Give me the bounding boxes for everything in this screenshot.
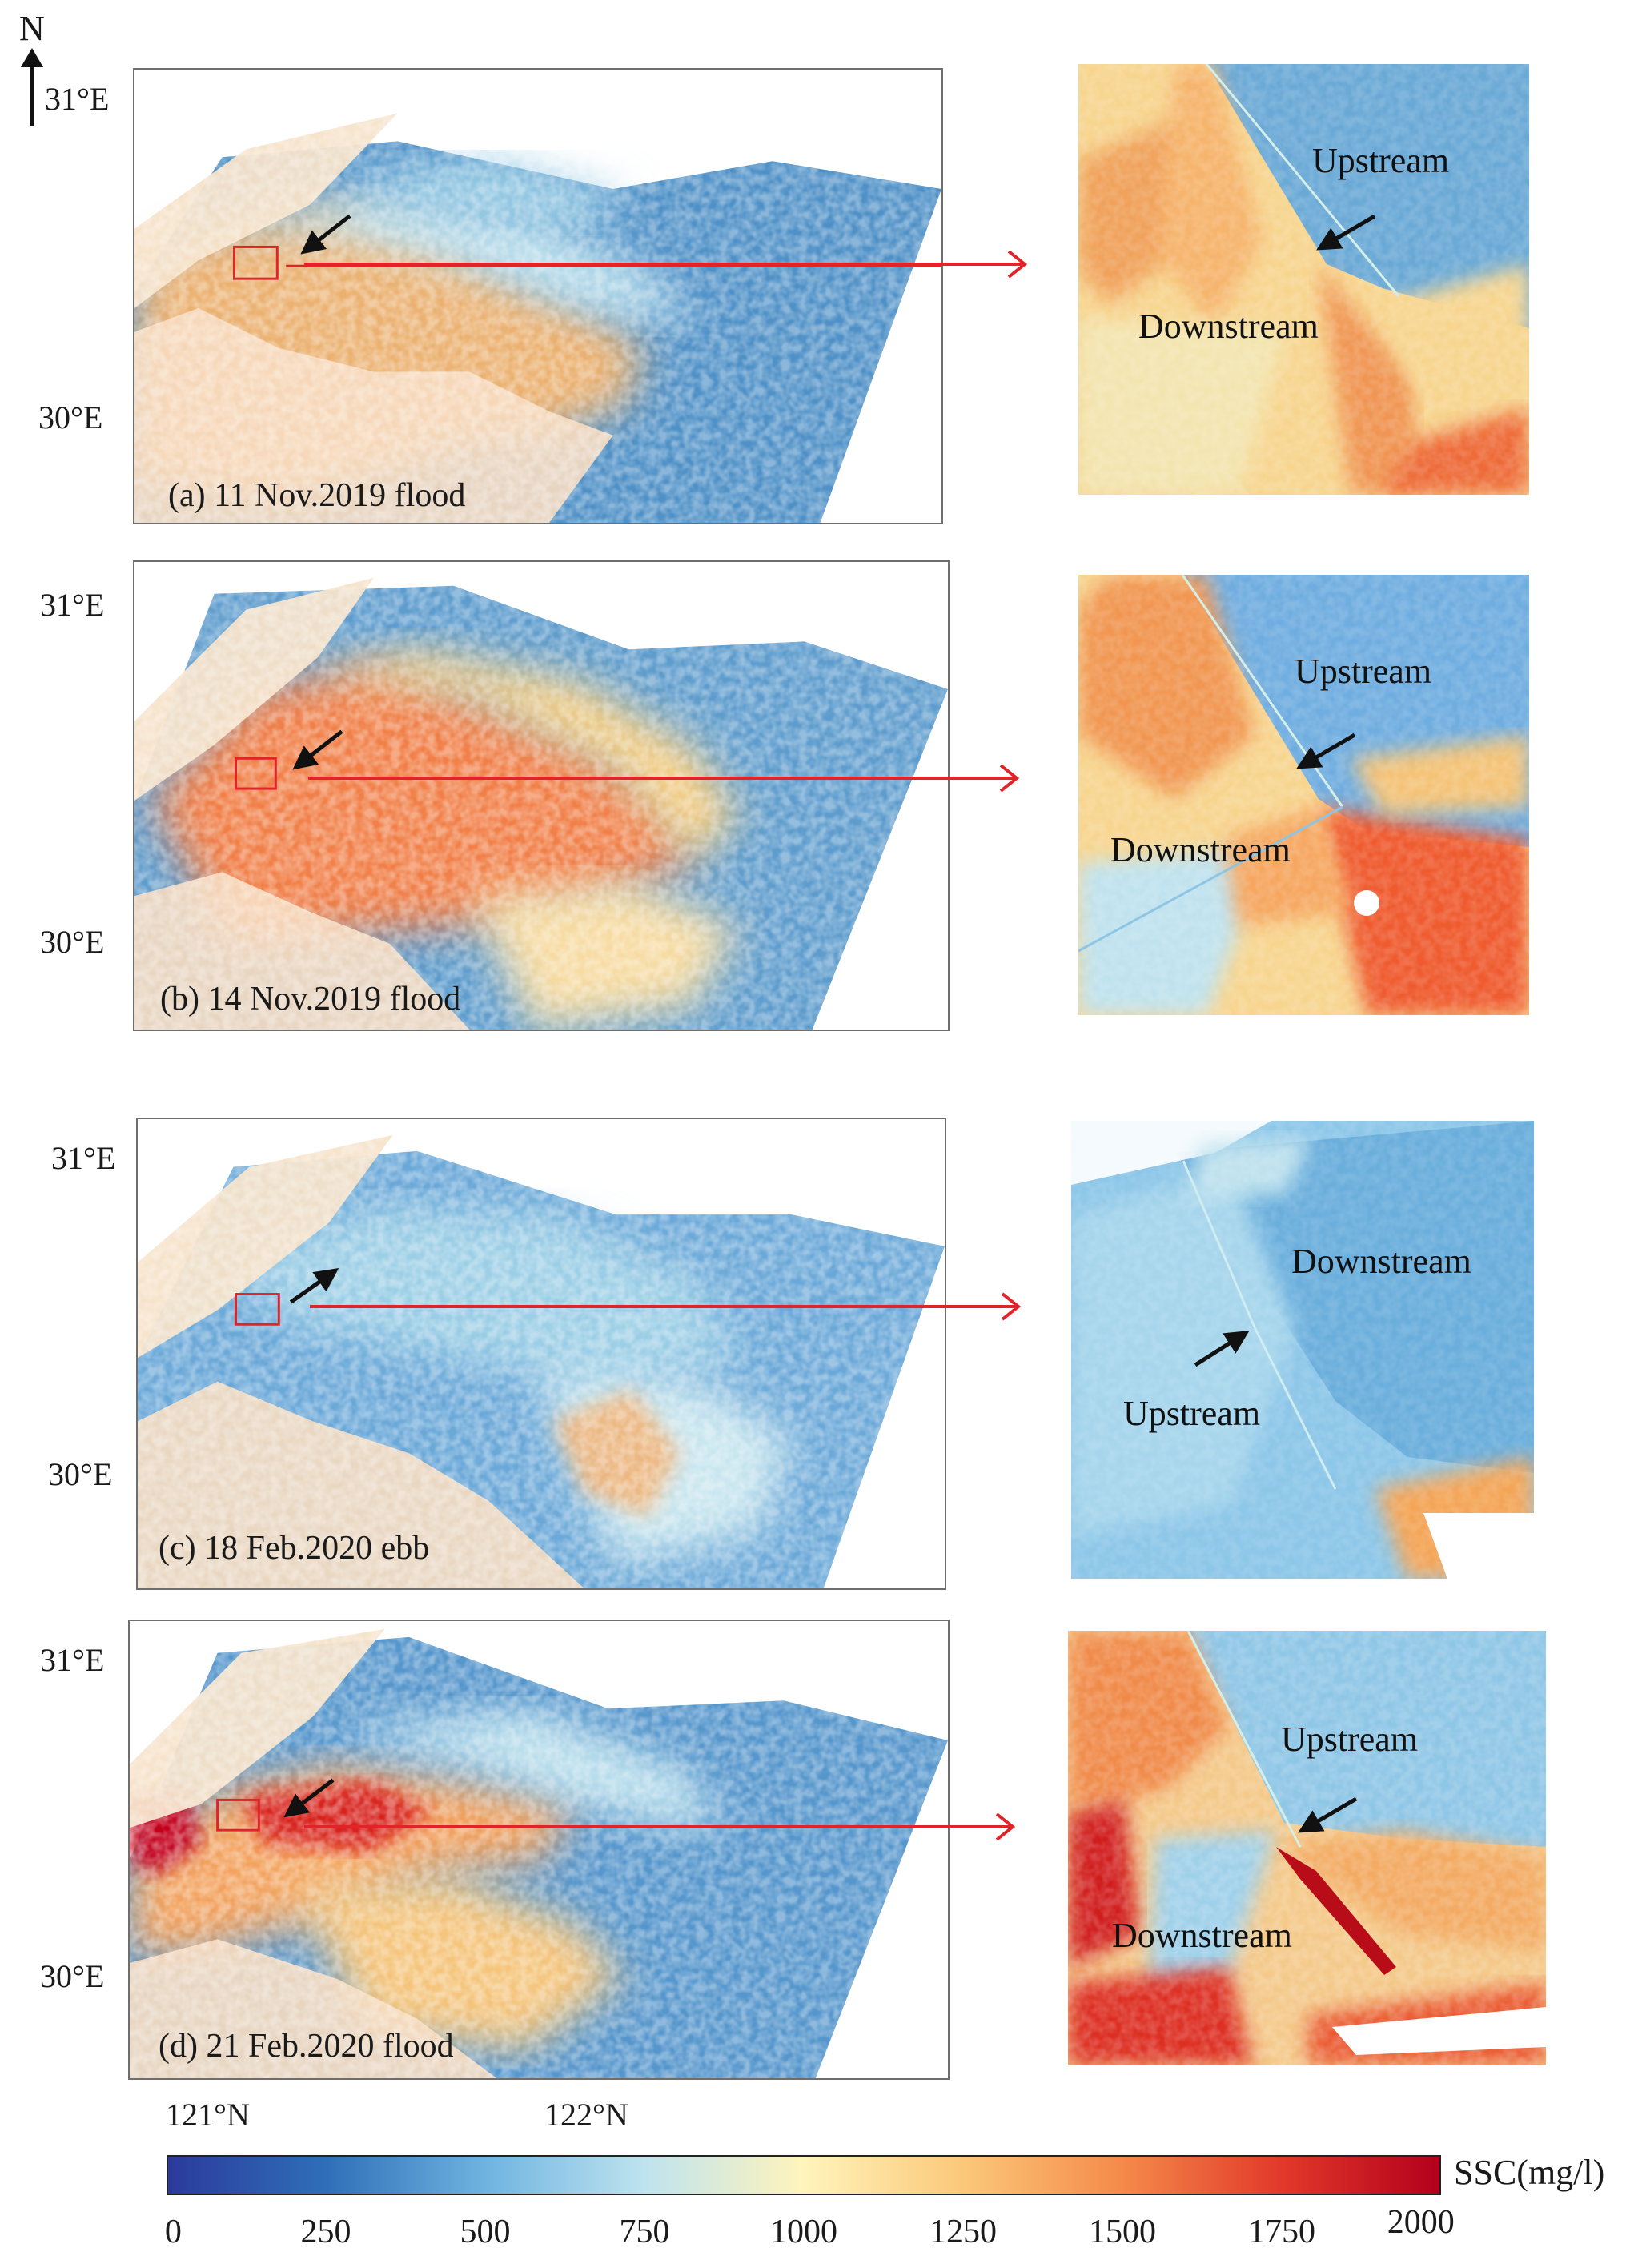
panel-d-zoom-box bbox=[216, 1798, 260, 1832]
panel-a-upstream-label: Upstream bbox=[1312, 141, 1450, 180]
colorbar-tick-label: 1250 bbox=[929, 2214, 997, 2250]
panel-c-downstream-label: Downstream bbox=[1291, 1242, 1471, 1281]
panel-c-ssc-map bbox=[138, 1119, 945, 1588]
panel-a-zoom-box bbox=[233, 245, 279, 280]
colorbar-gradient bbox=[168, 2157, 1439, 2194]
colorbar bbox=[167, 2155, 1441, 2195]
panel-a-map-frame: (a) 11 Nov.2019 flood bbox=[133, 68, 943, 524]
panel-a-downstream-label: Downstream bbox=[1138, 307, 1319, 346]
panel-c-upstream-label: Upstream bbox=[1123, 1394, 1261, 1433]
panel-d-lat-top: 31°E bbox=[40, 1642, 105, 1678]
panel-c-link-arrow bbox=[310, 1292, 1022, 1321]
north-label: N bbox=[19, 9, 45, 48]
colorbar-tick-label: 750 bbox=[619, 2214, 670, 2250]
panel-c-lat-bottom: 30°E bbox=[48, 1456, 113, 1492]
panel-a-zoom-view: Upstream Downstream bbox=[1078, 64, 1529, 495]
colorbar-tick-label: 1500 bbox=[1089, 2214, 1156, 2250]
north-arrow-icon bbox=[21, 48, 43, 126]
panel-c-map-frame: (c) 18 Feb.2020 ebb bbox=[136, 1118, 946, 1590]
colorbar-title: SSC(mg/l) bbox=[1454, 2153, 1605, 2192]
panel-d-ssc-map bbox=[130, 1621, 948, 2078]
colorbar-tick-label: 250 bbox=[300, 2214, 351, 2250]
panel-d-downstream-label: Downstream bbox=[1112, 1916, 1292, 1955]
panel-b-zoom-box bbox=[235, 757, 277, 790]
lon-label-122: 122°N bbox=[544, 2097, 628, 2133]
panel-b-map-frame: (b) 14 Nov.2019 flood bbox=[133, 560, 950, 1031]
panel-a-lat-bottom: 30°E bbox=[38, 399, 103, 436]
panel-a-ssc-map bbox=[134, 70, 941, 523]
panel-d-caption: (d) 21 Feb.2020 flood bbox=[159, 2028, 454, 2065]
colorbar-tick-label: 1750 bbox=[1248, 2214, 1315, 2250]
panel-d-zoom-view: Upstream Downstream bbox=[1068, 1631, 1546, 2065]
panel-a-caption: (a) 11 Nov.2019 flood bbox=[168, 477, 466, 514]
panel-c-zoom-box bbox=[235, 1293, 280, 1326]
colorbar-ticks: 0 250 500 750 1000 1250 1500 1750 2000 bbox=[164, 2204, 1455, 2256]
panel-b-ssc-map bbox=[134, 562, 948, 1030]
panel-a-lat-top: 31°E bbox=[45, 81, 110, 117]
panel-d-map-frame: (d) 21 Feb.2020 flood bbox=[128, 1620, 950, 2080]
colorbar-tick-label: 1000 bbox=[770, 2214, 837, 2250]
panel-b-upstream-label: Upstream bbox=[1295, 652, 1432, 691]
panel-b-link-arrow bbox=[308, 764, 1020, 793]
panel-d-lat-bottom: 30°E bbox=[40, 1958, 105, 1994]
panel-a-link-arrow bbox=[304, 250, 1028, 279]
panel-b-caption: (b) 14 Nov.2019 flood bbox=[160, 981, 461, 1018]
panel-b-zoom-view: Upstream Downstream bbox=[1078, 575, 1529, 1015]
colorbar-tick-label: 500 bbox=[460, 2214, 511, 2250]
colorbar-tick-label: 0 bbox=[164, 2214, 182, 2250]
panel-d-link-arrow bbox=[304, 1812, 1016, 1841]
panel-c-lat-top: 31°E bbox=[51, 1140, 116, 1176]
panel-d-upstream-label: Upstream bbox=[1281, 1720, 1419, 1759]
panel-c-caption: (c) 18 Feb.2020 ebb bbox=[159, 1530, 430, 1567]
panel-b-lat-bottom: 30°E bbox=[40, 924, 105, 960]
colorbar-tick-label: 2000 bbox=[1387, 2204, 1455, 2241]
panel-b-lat-top: 31°E bbox=[40, 587, 105, 623]
panel-c-zoom-view: Downstream Upstream bbox=[1071, 1121, 1534, 1579]
lon-label-121: 121°N bbox=[166, 2097, 250, 2133]
panel-b-downstream-label: Downstream bbox=[1110, 830, 1291, 869]
north-arrow: N bbox=[8, 8, 56, 128]
